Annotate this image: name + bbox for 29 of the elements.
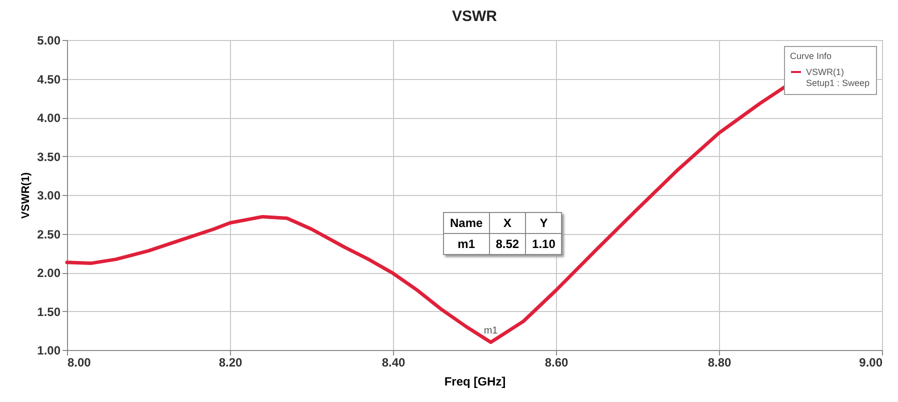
x-tick-label: 8.00: [68, 356, 92, 370]
annotation: 8.52: [489, 234, 526, 254]
y-tick-label: 3.50: [37, 150, 61, 164]
y-tick-label: 4.00: [37, 111, 61, 125]
x-tick-label: 8.80: [708, 356, 732, 370]
annotation: Name: [444, 212, 490, 234]
annotation: Y: [526, 212, 562, 234]
y-tick-label: 1.00: [37, 344, 61, 358]
x-tick-label: 8.40: [382, 356, 406, 370]
chart-title: VSWR: [452, 8, 498, 25]
annotation: m1: [444, 234, 490, 254]
y-tick-label: 2.50: [37, 227, 61, 242]
y-tick-label: 1.50: [37, 304, 61, 319]
y-axis-title: VSWR(1): [20, 172, 32, 219]
y-tick-label: 3.00: [37, 188, 61, 202]
annotation: m1: [484, 325, 498, 336]
y-tick-label: 2.00: [37, 266, 61, 280]
y-tick-label: 4.50: [37, 72, 61, 86]
annotation: 1.10: [526, 234, 562, 254]
legend-label: VSWR(1): [806, 67, 844, 77]
line-series: [65, 86, 786, 344]
x-tick-label: 9.00: [859, 356, 883, 370]
annotation: X: [489, 212, 526, 234]
x-tick-label: 8.60: [544, 356, 568, 370]
legend-title: Curve Info: [790, 51, 832, 61]
y-tick-label: 5.00: [37, 34, 61, 48]
x-axis-title: Freq [GHz]: [444, 374, 506, 388]
annotation: Setup1 : Sweep: [806, 78, 870, 88]
x-tick-label: 8.20: [218, 356, 242, 370]
